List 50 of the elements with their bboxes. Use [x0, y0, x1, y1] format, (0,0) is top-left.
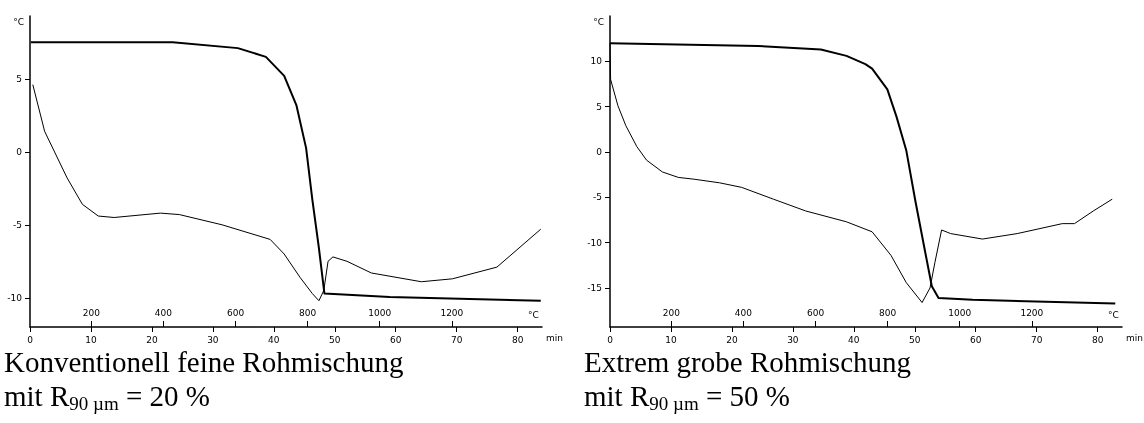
y-axis-title: °C — [593, 16, 604, 27]
x-tick-label: 40 — [848, 334, 860, 345]
x-tick-label: 10 — [665, 334, 677, 345]
x-tick-label: 70 — [450, 334, 463, 345]
x-tick-label: 40 — [268, 334, 280, 345]
x-tick-label: 30 — [207, 334, 219, 345]
x2-tick-label: 400 — [734, 307, 753, 318]
x-tick-label: 50 — [329, 334, 341, 345]
x-axis-title: min — [546, 332, 563, 343]
x2-tick-label: 800 — [879, 307, 897, 318]
x-tick-label: 80 — [1091, 334, 1104, 345]
x-axis-title: min — [1126, 332, 1143, 343]
y-tick-label: -10 — [7, 292, 23, 303]
y-axis-title: °C — [13, 16, 24, 27]
y-tick-label: 5 — [596, 101, 602, 112]
y-tick-label: -10 — [587, 237, 603, 248]
x2-axis-title: °C — [528, 309, 539, 320]
text: mit R$_{90 µm}$ = 50 % — [583, 379, 791, 416]
y-tick-label: -15 — [587, 283, 602, 294]
x-tick-label: 30 — [787, 334, 799, 345]
x-tick-label: 20 — [146, 334, 158, 345]
x-tick-label: 0 — [607, 334, 614, 345]
y-tick-label: 5 — [16, 73, 22, 84]
x-tick-label: 20 — [726, 334, 738, 345]
x2-tick-label: 200 — [662, 307, 681, 318]
x2-tick-label: 800 — [299, 307, 317, 318]
text: Extrem grobe Rohmischung — [583, 345, 912, 379]
x2-tick-label: 1200 — [1020, 307, 1044, 318]
y-tick-label: -5 — [593, 192, 602, 203]
x2-tick-label: 1200 — [440, 307, 464, 318]
x-tick-label: 60 — [389, 334, 402, 345]
y-tick-label: 10 — [590, 56, 603, 67]
x2-tick-label: 400 — [154, 307, 173, 318]
text: mit R$_{90 µm}$ = 20 % — [3, 379, 211, 416]
x-tick-label: 70 — [1030, 334, 1043, 345]
x2-tick-label: 1000 — [948, 307, 972, 318]
y-tick-label: 0 — [596, 147, 603, 158]
text: Konventionell feine Rohmischung — [3, 345, 405, 379]
x-tick-label: 0 — [27, 334, 34, 345]
x-tick-label: 50 — [909, 334, 921, 345]
x2-tick-label: 1000 — [368, 307, 392, 318]
x-tick-label: 10 — [85, 334, 97, 345]
x2-tick-label: 200 — [82, 307, 101, 318]
y-tick-label: -5 — [13, 219, 22, 230]
x-tick-label: 60 — [969, 334, 982, 345]
x2-tick-label: 600 — [226, 307, 245, 318]
x-tick-label: 80 — [511, 334, 524, 345]
y-tick-label: 0 — [16, 146, 23, 157]
x2-axis-title: °C — [1108, 309, 1119, 320]
x2-tick-label: 600 — [806, 307, 825, 318]
